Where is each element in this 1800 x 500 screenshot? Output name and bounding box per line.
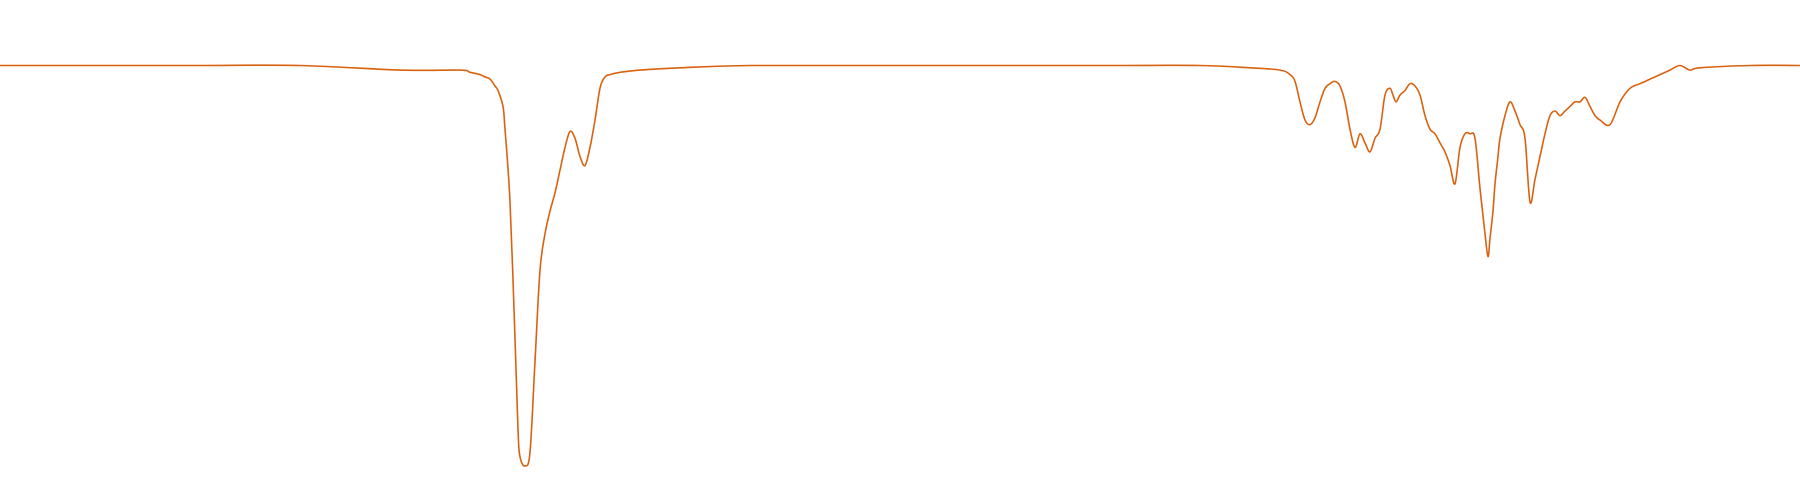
plot-area [0, 64, 1800, 467]
series-line-0 [0, 64, 1800, 467]
